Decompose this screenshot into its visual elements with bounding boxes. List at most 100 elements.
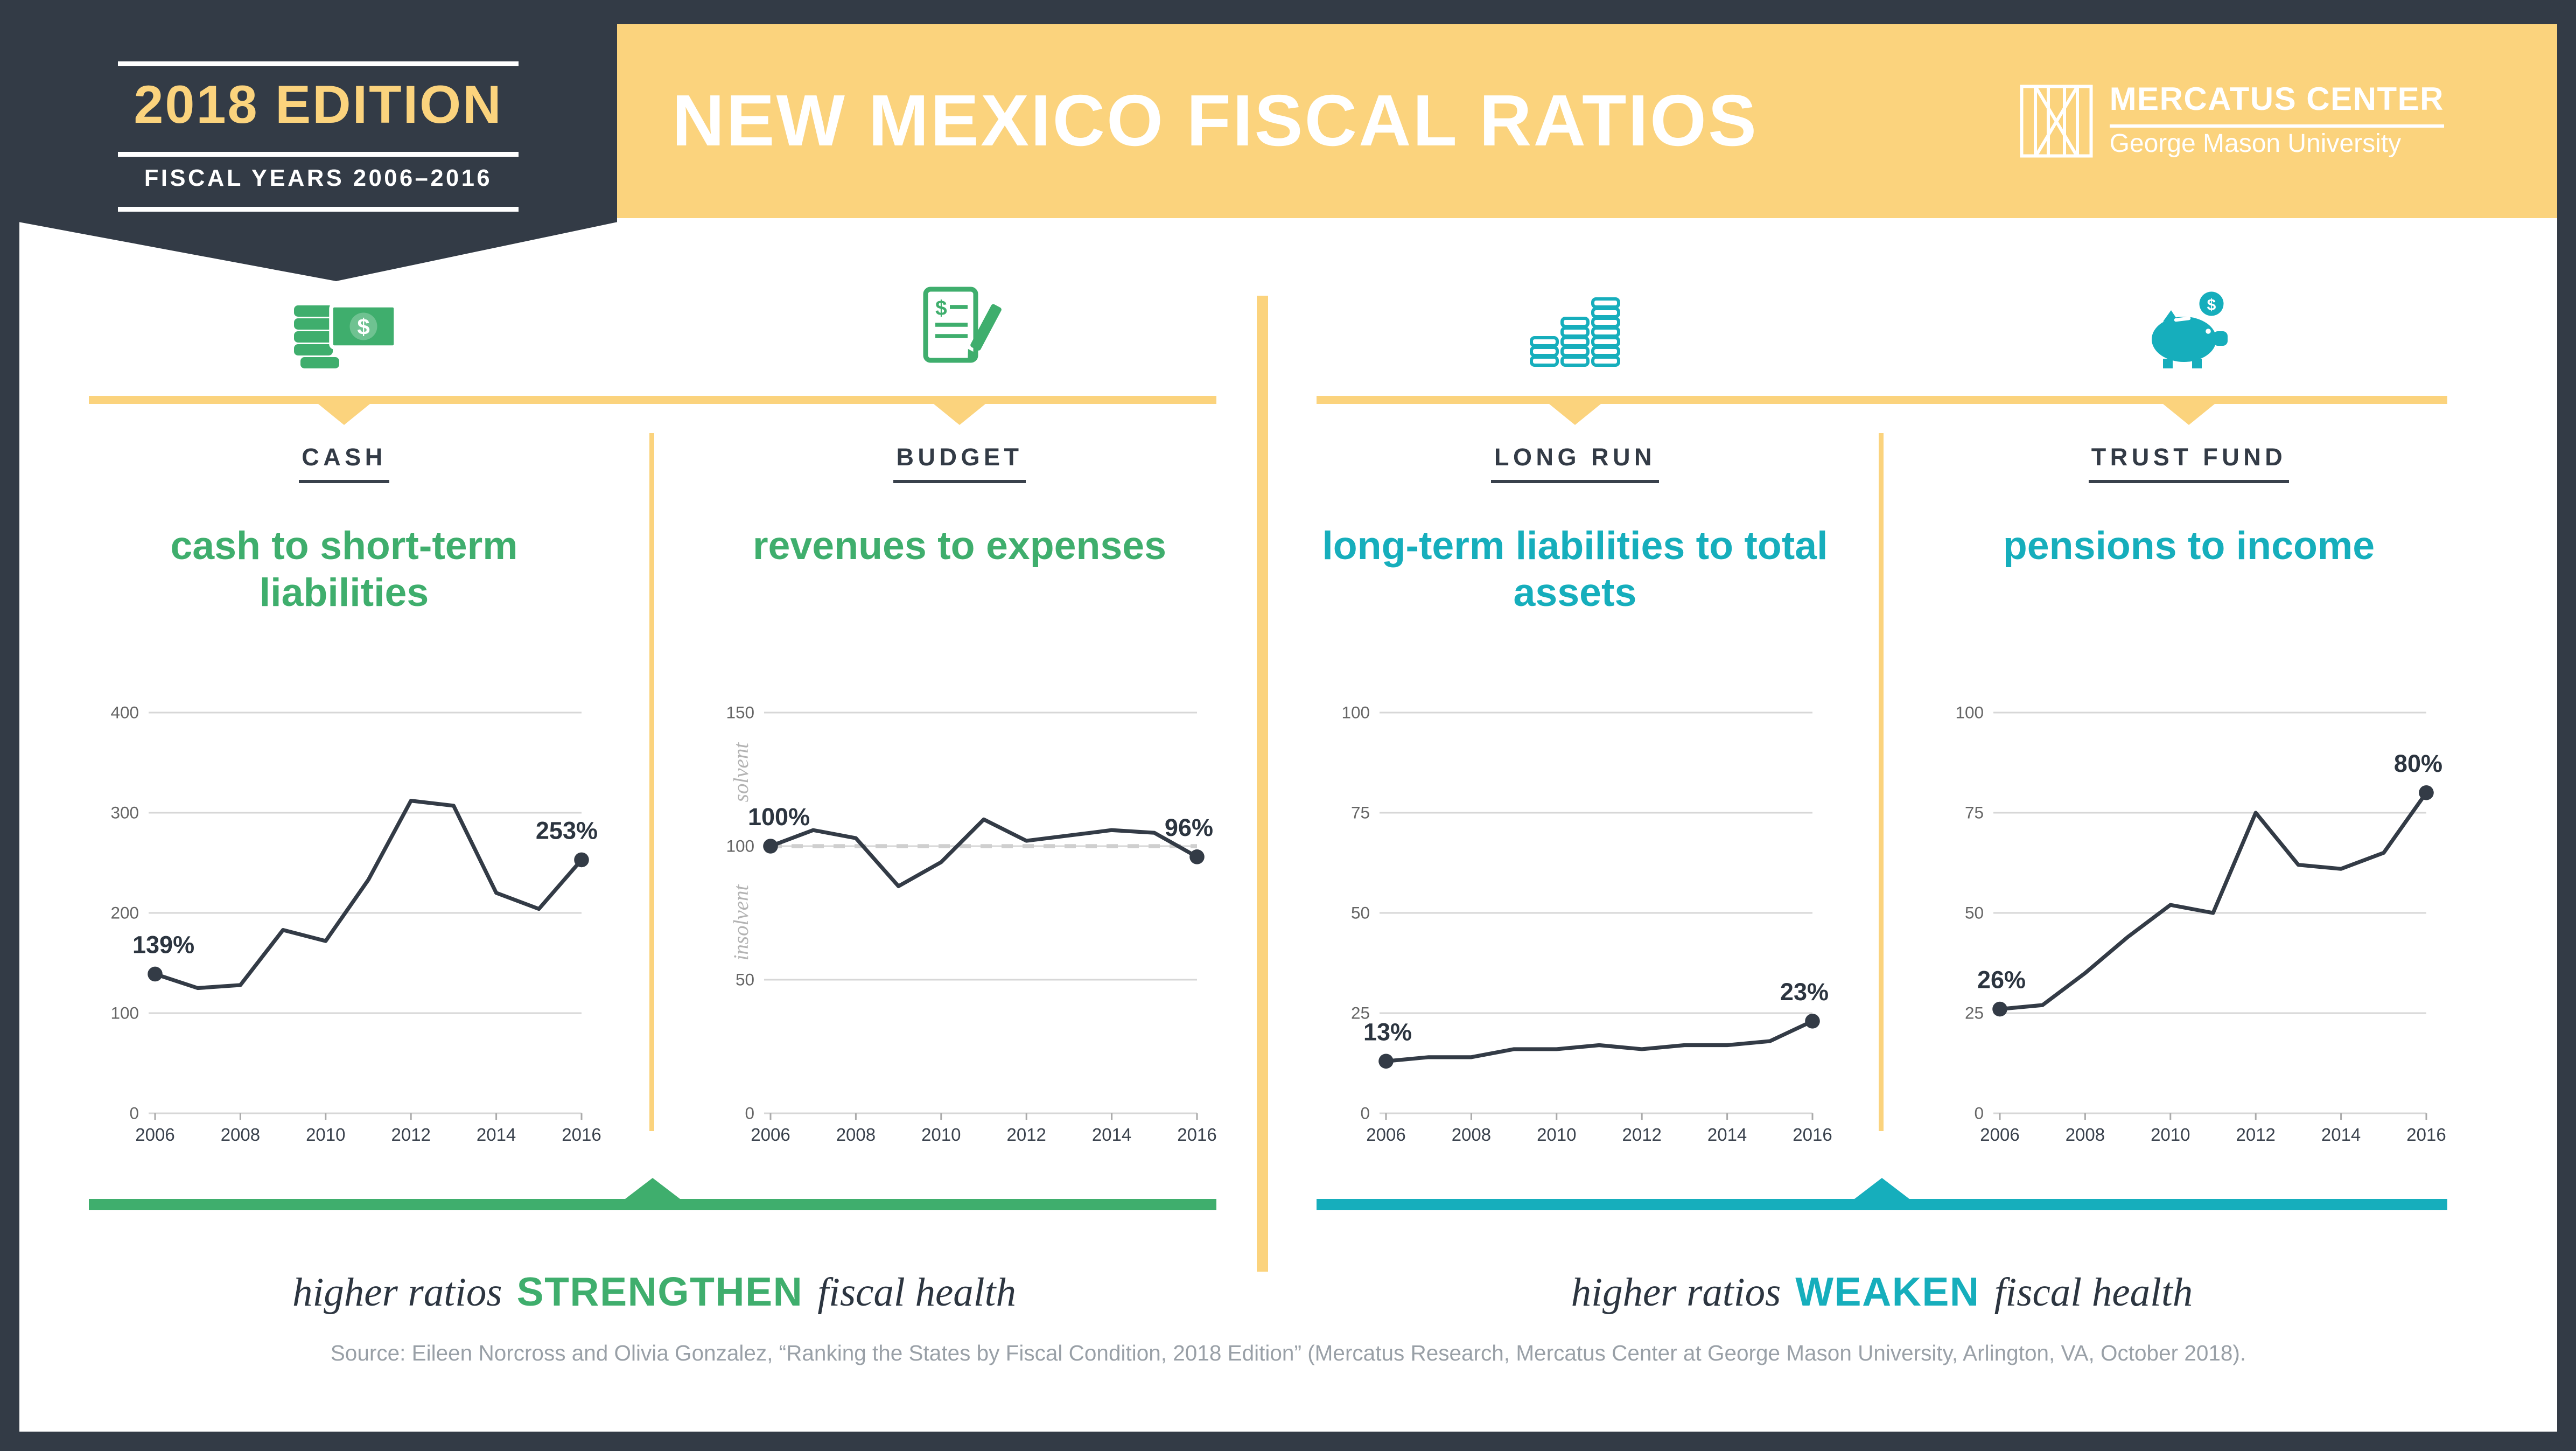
left-panel-separator: [649, 433, 654, 1131]
piggy-bank-icon: $: [2144, 289, 2237, 370]
panel-cash: CASH cash to short-term liabilities 0 100…: [78, 444, 611, 1145]
svg-text:2014: 2014: [1092, 1125, 1131, 1145]
left-section-rule: [89, 396, 1216, 404]
coin-stacks-icon: [1530, 292, 1620, 373]
svg-text:0: 0: [745, 1104, 754, 1123]
svg-text:2006: 2006: [1980, 1125, 2019, 1145]
svg-text:25: 25: [1965, 1003, 1984, 1023]
chart-title-cash: cash to short-term liabilities: [170, 525, 518, 616]
strengthen-bar: [89, 1199, 1216, 1210]
svg-text:2008: 2008: [1452, 1125, 1491, 1145]
weaken-keyword: WEAKEN: [1795, 1270, 1980, 1315]
cash-coins-icon: $: [292, 289, 399, 373]
pointer-up-strengthen: [625, 1178, 680, 1199]
svg-text:80%: 80%: [2394, 750, 2442, 777]
svg-text:23%: 23%: [1780, 978, 1829, 1006]
svg-text:2008: 2008: [836, 1125, 876, 1145]
svg-text:0: 0: [1360, 1104, 1370, 1123]
mercatus-logo: MERCATUS CENTER George Mason University: [2019, 82, 2444, 160]
badge-rule-bottom: [118, 207, 519, 212]
logo-subname: George Mason University: [2109, 131, 2402, 158]
category-label-cash: CASH: [298, 444, 390, 483]
svg-text:50: 50: [736, 970, 754, 989]
svg-text:100%: 100%: [748, 803, 810, 831]
pointer-down-budget-icon: [934, 404, 985, 425]
svg-text:253%: 253%: [536, 817, 598, 844]
svg-text:2008: 2008: [2066, 1125, 2105, 1145]
pointer-down-longrun-icon: [1549, 404, 1601, 425]
page-title: NEW MEXICO FISCAL RATIOS: [672, 79, 1759, 162]
svg-text:0: 0: [1974, 1104, 1984, 1123]
pointer-down-cash-icon: [318, 404, 370, 425]
line-chart-long-run: 0 25 50 75 100 2006 2008 2010 2012 2014 2016 13% 23%: [1308, 683, 1842, 1155]
svg-text:300: 300: [110, 803, 139, 822]
category-label-long-run: LONG RUN: [1491, 444, 1659, 483]
svg-text:2016: 2016: [1793, 1125, 1832, 1145]
svg-text:2014: 2014: [1707, 1125, 1747, 1145]
pointer-down-trustfund-icon: [2163, 404, 2215, 425]
svg-text:2012: 2012: [1622, 1125, 1661, 1145]
line-chart-cash: 0 100 200 300 400 2006 2008 2010 2012 2014 2016 139…: [78, 683, 611, 1155]
svg-text:150: 150: [726, 703, 754, 722]
category-label-trust-fund: TRUST FUND: [2088, 444, 2290, 483]
svg-text:26%: 26%: [1977, 966, 2026, 994]
svg-text:2016: 2016: [562, 1125, 601, 1145]
pointer-up-weaken: [1854, 1178, 1909, 1199]
svg-text:100: 100: [1341, 703, 1370, 722]
panel-long-run: LONG RUN long-term liabilities to total …: [1308, 444, 1842, 1145]
chart-title-trust-fund: pensions to income: [2003, 525, 2375, 569]
category-label-budget: BUDGET: [893, 444, 1026, 483]
svg-text:100: 100: [1955, 703, 1984, 722]
line-chart-trust-fund: 0 25 50 75 100 2006 2008 2010 2012 2014 2016 26% 80%: [1922, 683, 2455, 1155]
svg-text:2016: 2016: [1177, 1125, 1216, 1145]
right-panel-separator: [1879, 433, 1883, 1131]
svg-text:2014: 2014: [477, 1125, 516, 1145]
svg-text:50: 50: [1965, 903, 1984, 923]
fiscal-years-label: FISCAL YEARS 2006–2016: [144, 166, 493, 192]
weaken-bar: [1317, 1199, 2447, 1210]
panel-budget: BUDGET revenues to expenses 0 50 100 150 200…: [693, 444, 1226, 1145]
svg-text:2010: 2010: [306, 1125, 345, 1145]
svg-text:2012: 2012: [1006, 1125, 1046, 1145]
title-band: NEW MEXICO FISCAL RATIOS MERCATUS CENTER…: [617, 24, 2557, 218]
logo-name: MERCATUS CENTER: [2109, 82, 2444, 118]
svg-text:75: 75: [1965, 803, 1984, 822]
badge-rule-middle: [118, 152, 519, 157]
line-chart-budget: 0 50 100 150 2006 2008 2010 2012 2014 2016 100% 96%: [693, 683, 1226, 1155]
svg-text:13%: 13%: [1363, 1018, 1412, 1045]
svg-text:$: $: [357, 314, 369, 339]
svg-text:2012: 2012: [391, 1125, 430, 1145]
strengthen-note: higher ratios STRENGTHEN fiscal health: [89, 1270, 1220, 1317]
svg-text:50: 50: [1351, 903, 1370, 923]
right-section-rule: [1317, 396, 2447, 404]
insolvent-label: insolvent: [729, 884, 753, 961]
svg-text:75: 75: [1351, 803, 1370, 822]
center-divider: [1257, 296, 1268, 1272]
budget-document-icon: $: [921, 286, 1002, 373]
svg-text:2006: 2006: [751, 1125, 790, 1145]
solvent-label: solvent: [729, 742, 753, 803]
chart-title-budget: revenues to expenses: [752, 525, 1167, 569]
svg-text:$: $: [2207, 296, 2216, 314]
svg-text:2014: 2014: [2321, 1125, 2361, 1145]
source-citation: Source: Eileen Norcross and Olivia Gonza…: [330, 1340, 2246, 1365]
svg-text:2010: 2010: [2151, 1125, 2190, 1145]
badge-rule-top: [118, 61, 519, 66]
svg-text:0: 0: [129, 1104, 139, 1123]
svg-text:2006: 2006: [135, 1125, 174, 1145]
svg-text:2008: 2008: [221, 1125, 260, 1145]
logo-divider: [2109, 124, 2444, 128]
svg-text:2010: 2010: [1537, 1125, 1576, 1145]
panel-trust-fund: TRUST FUND pensions to income 0 25 50 75 100…: [1922, 444, 2455, 1145]
edition-title: 2018 EDITION: [134, 74, 503, 134]
svg-text:96%: 96%: [1165, 814, 1213, 841]
svg-text:100: 100: [110, 1003, 139, 1023]
svg-text:139%: 139%: [132, 931, 194, 958]
svg-text:$: $: [935, 297, 947, 320]
mercatus-logo-text: MERCATUS CENTER George Mason University: [2109, 82, 2444, 160]
edition-badge: 2018 EDITION FISCAL YEARS 2006–2016: [19, 0, 617, 281]
strengthen-note-prefix: higher ratios: [292, 1272, 502, 1315]
strengthen-note-suffix: fiscal health: [817, 1272, 1016, 1315]
svg-text:100: 100: [726, 836, 754, 856]
